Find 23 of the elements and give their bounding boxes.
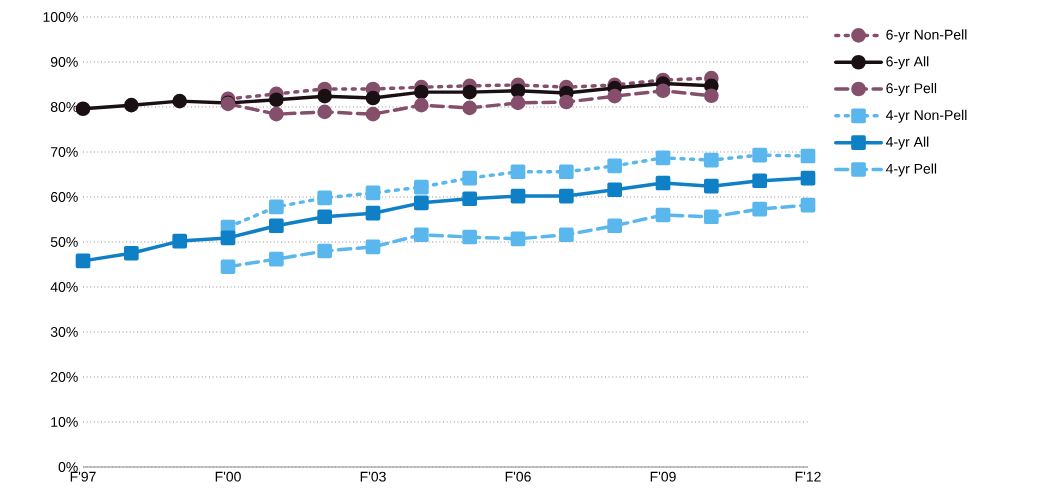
x-tick-label: F'06: [505, 471, 531, 482]
y-tick-label: 50%: [50, 237, 78, 247]
y-tick-label: 60%: [50, 192, 78, 202]
y-tick-label: 40%: [50, 282, 78, 292]
y-tick-label: 20%: [50, 372, 78, 382]
legend-label: 6-yr Non-Pell: [886, 29, 967, 43]
x-tick-label: F'97: [70, 471, 96, 482]
y-tick-label: 70%: [50, 147, 78, 157]
x-tick-label: F'09: [650, 471, 676, 482]
y-tick-label: 10%: [51, 417, 78, 427]
x-tick-label: F'12: [795, 471, 821, 482]
x-tick-label: F'00: [215, 471, 241, 482]
y-tick-label: 100%: [43, 12, 78, 22]
legend-label: 6-yr Pell: [886, 82, 937, 97]
legend-label: 4-yr Non-Pell: [885, 109, 967, 123]
y-tick-label: 0%: [58, 462, 78, 472]
y-tick-label: 90%: [50, 57, 78, 67]
y-tick-label: 30%: [50, 327, 78, 337]
legend-label: 4-yr Pell: [885, 163, 937, 177]
legend-label: 4-yr All: [885, 136, 929, 150]
x-tick-label: F'03: [360, 471, 386, 482]
y-tick-label: 80%: [50, 102, 78, 112]
legend-label: 6-yr All: [886, 56, 929, 70]
